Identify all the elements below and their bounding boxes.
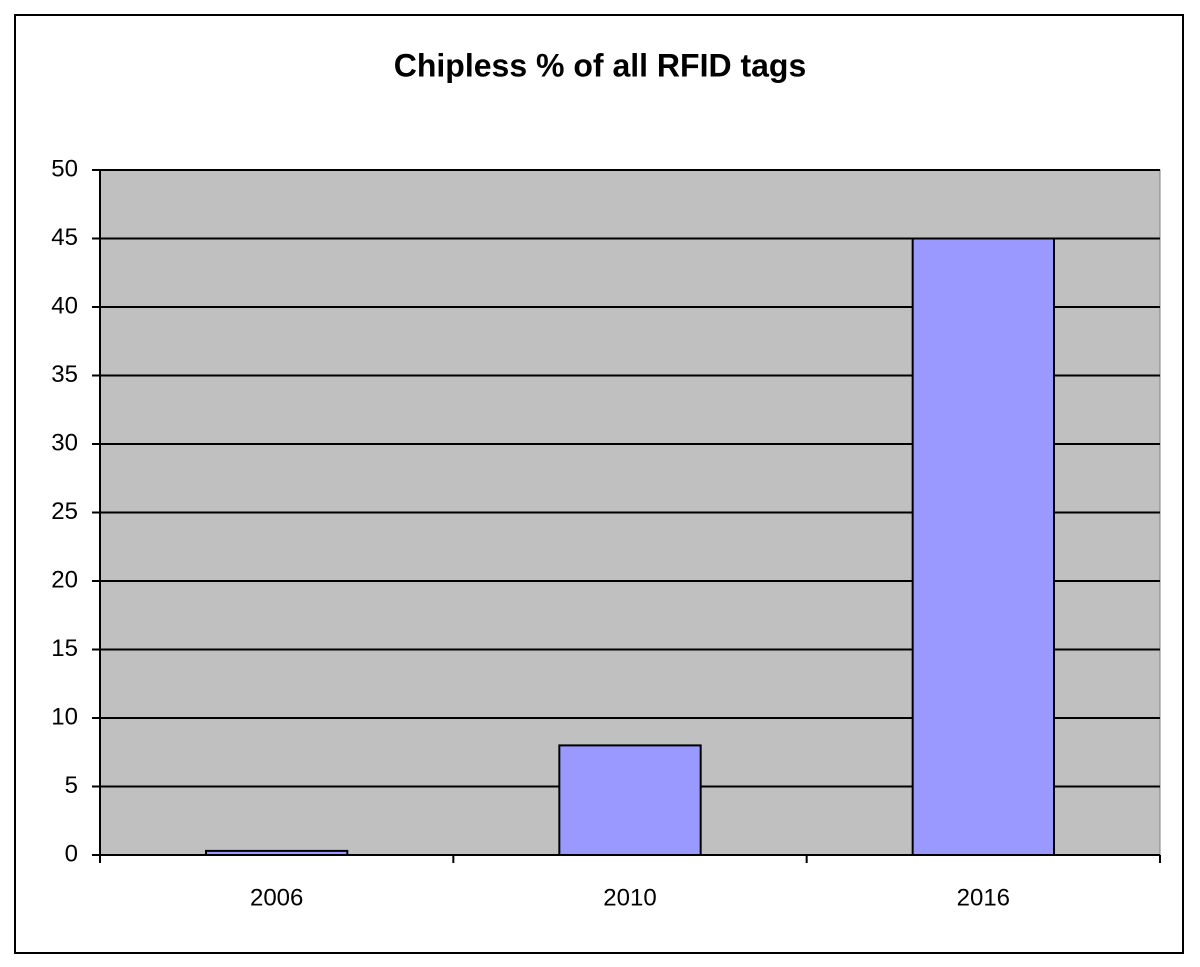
y-tick-label: 40 (51, 292, 78, 319)
y-tick-label: 35 (51, 361, 78, 388)
y-tick-label: 30 (51, 429, 78, 456)
y-tick-label: 45 (51, 224, 78, 251)
y-tick-label: 0 (65, 840, 78, 867)
y-tick-label: 10 (51, 703, 78, 730)
x-tick-label: 2016 (957, 884, 1010, 911)
bar (558, 744, 702, 857)
bar (911, 237, 1056, 856)
y-tick-label: 15 (51, 635, 78, 662)
x-tick-label: 2006 (250, 884, 303, 911)
bar (205, 849, 349, 857)
chart-title: Chipless % of all RFID tags (394, 47, 807, 83)
x-tick-label: 2010 (603, 884, 656, 911)
y-tick-label: 5 (65, 772, 78, 799)
y-tick-label: 20 (51, 566, 78, 593)
y-tick-label: 25 (51, 498, 78, 525)
y-tick-label: 50 (51, 155, 78, 182)
